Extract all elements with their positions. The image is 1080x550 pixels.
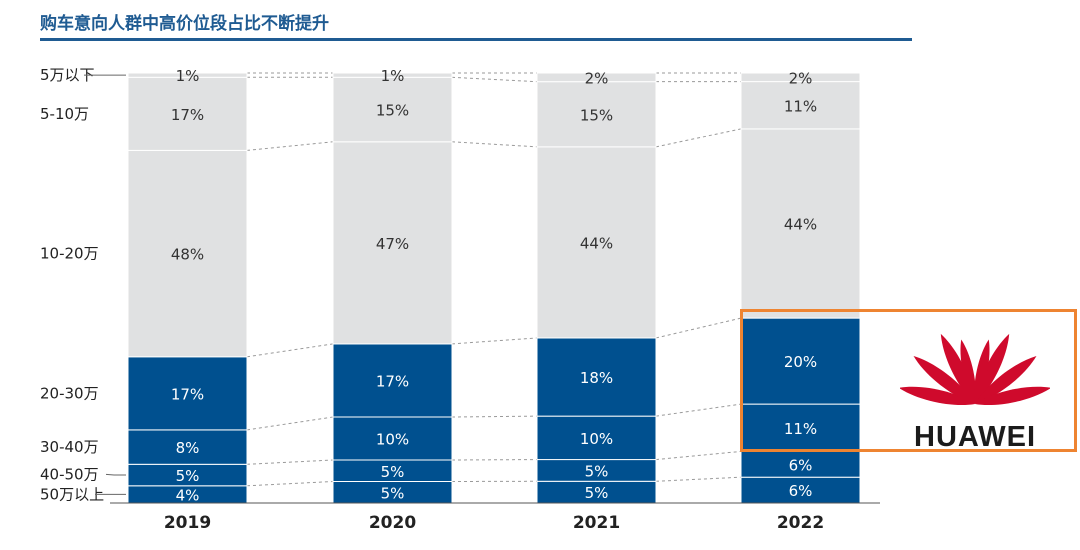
band-leader-line xyxy=(105,473,126,476)
connector-line xyxy=(246,459,334,465)
connector-line xyxy=(655,450,742,461)
band-label: 10-20万 xyxy=(40,245,99,263)
category-labels: 2019 2020 2021 2022 xyxy=(164,513,824,533)
highlight-box xyxy=(740,309,1077,452)
segment-label: 2% xyxy=(585,69,609,87)
segment-labels: 4%5%8%17%48%17%1%5%5%10%17%47%15%1%5%5%1… xyxy=(171,67,817,504)
segment-label: 10% xyxy=(580,430,613,448)
segment-label: 17% xyxy=(376,372,409,390)
segment-label: 4% xyxy=(176,486,200,504)
bar-segment xyxy=(536,81,657,148)
connector-line xyxy=(655,128,742,148)
segment-label: 6% xyxy=(789,456,813,474)
bar-segment xyxy=(740,317,861,405)
title-rule xyxy=(40,38,912,41)
logo-text: HUAWEI xyxy=(914,421,1036,453)
logo-petal xyxy=(913,355,975,404)
segment-label: 48% xyxy=(171,246,204,264)
band-label: 5-10万 xyxy=(40,105,89,123)
category-label: 2022 xyxy=(777,513,824,533)
logo-petal xyxy=(900,386,975,406)
segment-label: 2% xyxy=(789,69,813,87)
bar-segment xyxy=(332,76,453,143)
segment-label: 11% xyxy=(784,97,817,115)
chart-title: 购车意向人群中高价位段占比不断提升 xyxy=(40,14,329,34)
category-label: 2021 xyxy=(573,513,620,533)
bar-segment xyxy=(740,403,861,452)
connector-line xyxy=(246,481,334,487)
segment-label: 17% xyxy=(171,106,204,124)
connector-lines xyxy=(246,72,742,487)
connector-line xyxy=(655,403,742,417)
bar-segment xyxy=(332,141,453,345)
segment-label: 10% xyxy=(376,431,409,449)
connector-line xyxy=(451,76,538,83)
bar-segment xyxy=(127,72,248,78)
band-label: 40-50万 xyxy=(40,465,99,483)
bar-segment xyxy=(536,146,657,339)
segment-label: 1% xyxy=(176,67,200,85)
segment-label: 17% xyxy=(171,385,204,403)
connector-line xyxy=(451,337,538,345)
connector-line xyxy=(246,141,334,151)
category-label: 2020 xyxy=(369,513,416,533)
segment-label: 20% xyxy=(784,353,817,371)
segment-label: 8% xyxy=(176,439,200,457)
segment-label: 5% xyxy=(176,467,200,485)
bars xyxy=(127,72,861,504)
bar-segment xyxy=(740,128,861,319)
segment-label: 5% xyxy=(585,484,609,502)
bar-segment xyxy=(740,450,861,478)
band-labels: 50万以上 40-50万 30-40万 20-30万 10-20万 5-10万 5万以下 xyxy=(40,66,126,503)
segment-label: 15% xyxy=(376,102,409,120)
logo-petal xyxy=(975,386,1050,406)
segment-label: 5% xyxy=(381,484,405,502)
bar-segment xyxy=(332,343,453,418)
huawei-logo-icon xyxy=(900,333,1050,406)
bar-segment xyxy=(332,72,453,78)
segment-label: 15% xyxy=(580,106,613,124)
bar-segment xyxy=(127,429,248,465)
band-label: 20-30万 xyxy=(40,384,99,402)
bar-segment xyxy=(127,76,248,151)
segment-label: 6% xyxy=(789,482,813,500)
connector-line xyxy=(451,415,538,418)
segment-label: 5% xyxy=(381,463,405,481)
bar-segment xyxy=(740,81,861,130)
band-label: 30-40万 xyxy=(40,438,99,456)
bar-segment xyxy=(740,72,861,83)
connector-line xyxy=(246,343,334,358)
segment-label: 44% xyxy=(580,234,613,252)
segment-label: 44% xyxy=(784,216,817,234)
bar-segment xyxy=(536,72,657,83)
logo-petal xyxy=(960,339,976,404)
bar-segment xyxy=(127,149,248,358)
bar-segment xyxy=(536,415,657,461)
segment-label: 5% xyxy=(585,462,609,480)
connector-line xyxy=(655,317,742,339)
logo-petal xyxy=(974,339,990,404)
bar-segment xyxy=(536,337,657,417)
band-label: 5万以下 xyxy=(40,66,95,84)
logo-petal xyxy=(975,333,1010,404)
connector-line xyxy=(655,476,742,482)
segment-label: 47% xyxy=(376,235,409,253)
segment-label: 11% xyxy=(784,420,817,438)
category-label: 2019 xyxy=(164,513,211,533)
segment-label: 1% xyxy=(381,67,405,85)
segment-label: 18% xyxy=(580,369,613,387)
bar-segment xyxy=(332,416,453,461)
logo-petal xyxy=(940,333,975,404)
band-label: 50万以上 xyxy=(40,485,104,503)
connector-line xyxy=(246,416,334,431)
logo-petal xyxy=(975,355,1037,404)
bar-segment xyxy=(127,356,248,431)
connector-line xyxy=(451,141,538,148)
